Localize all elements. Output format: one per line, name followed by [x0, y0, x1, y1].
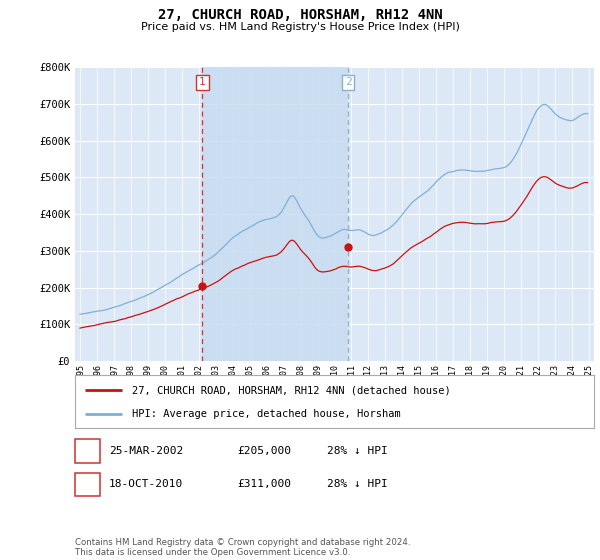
- Text: 25-MAR-2002: 25-MAR-2002: [109, 446, 184, 456]
- Text: 28% ↓ HPI: 28% ↓ HPI: [327, 479, 388, 489]
- Bar: [202, 67, 348, 361]
- Text: Price paid vs. HM Land Registry's House Price Index (HPI): Price paid vs. HM Land Registry's House …: [140, 22, 460, 32]
- Text: 27, CHURCH ROAD, HORSHAM, RH12 4NN: 27, CHURCH ROAD, HORSHAM, RH12 4NN: [158, 8, 442, 22]
- Text: Contains HM Land Registry data © Crown copyright and database right 2024.
This d: Contains HM Land Registry data © Crown c…: [75, 538, 410, 557]
- Text: 28% ↓ HPI: 28% ↓ HPI: [327, 446, 388, 456]
- Text: 18-OCT-2010: 18-OCT-2010: [109, 479, 184, 489]
- Text: HPI: Average price, detached house, Horsham: HPI: Average price, detached house, Hors…: [132, 408, 401, 418]
- Text: 27, CHURCH ROAD, HORSHAM, RH12 4NN (detached house): 27, CHURCH ROAD, HORSHAM, RH12 4NN (deta…: [132, 385, 451, 395]
- Text: 2: 2: [84, 479, 91, 489]
- Text: 1: 1: [84, 446, 91, 456]
- Text: £311,000: £311,000: [237, 479, 291, 489]
- Text: 1: 1: [199, 77, 206, 87]
- Text: 2: 2: [344, 77, 352, 87]
- Text: £205,000: £205,000: [237, 446, 291, 456]
